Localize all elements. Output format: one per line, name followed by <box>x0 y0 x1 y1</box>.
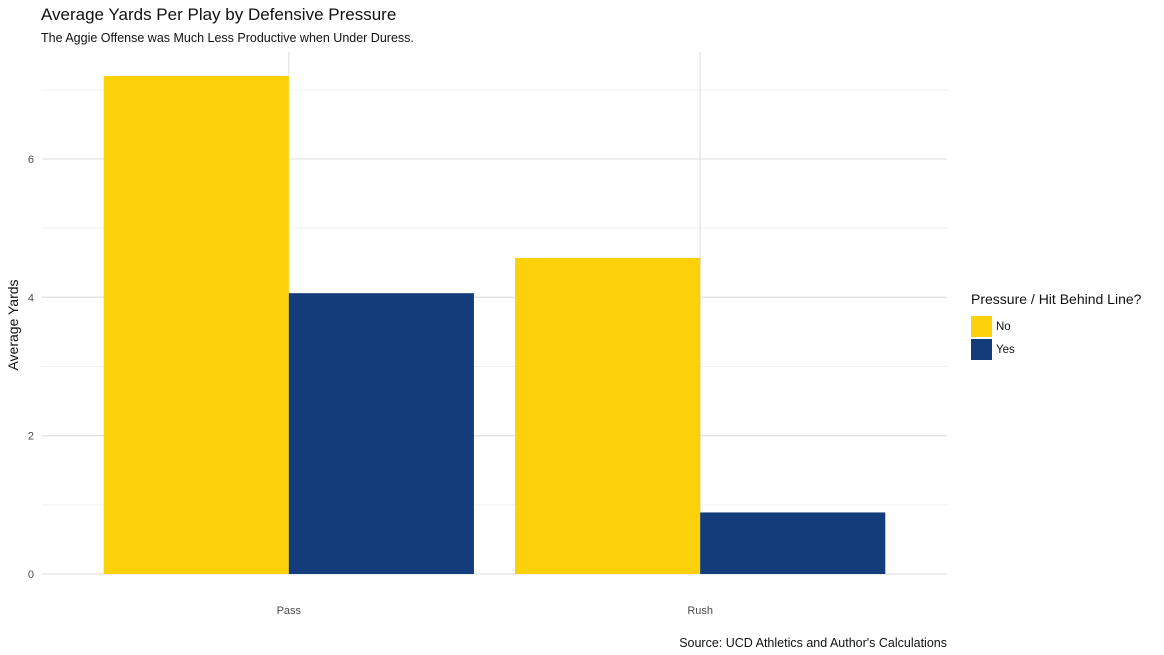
x-tick-label: Pass <box>277 605 302 617</box>
legend-swatch-yes <box>971 339 992 360</box>
bar-pass-yes <box>288 293 474 574</box>
y-tick-label: 0 <box>28 569 34 581</box>
legend-label-yes: Yes <box>996 343 1015 356</box>
y-axis-label: Average Yards <box>5 279 21 370</box>
bar-rush-yes <box>700 512 886 574</box>
legend-swatch-no <box>971 316 992 337</box>
chart-title: Average Yards Per Play by Defensive Pres… <box>41 5 397 24</box>
y-tick-label: 6 <box>28 154 34 166</box>
legend: Pressure / Hit Behind Line? No Yes <box>971 291 1141 361</box>
chart-caption: Source: UCD Athletics and Author's Calcu… <box>679 636 947 650</box>
legend-item-no: No <box>971 315 1141 338</box>
y-tick-label: 4 <box>28 292 34 304</box>
y-tick-label: 2 <box>28 431 34 443</box>
bar-rush-no <box>515 257 701 574</box>
legend-item-yes: Yes <box>971 338 1141 361</box>
x-tick-label: Rush <box>687 605 713 617</box>
axes: 0 2 4 6 Pass Rush <box>28 154 713 617</box>
chart-subtitle: The Aggie Offense was Much Less Producti… <box>41 31 414 45</box>
bars <box>103 76 886 574</box>
legend-label-no: No <box>996 320 1011 333</box>
legend-title: Pressure / Hit Behind Line? <box>971 291 1142 307</box>
bar-pass-no <box>103 76 289 574</box>
